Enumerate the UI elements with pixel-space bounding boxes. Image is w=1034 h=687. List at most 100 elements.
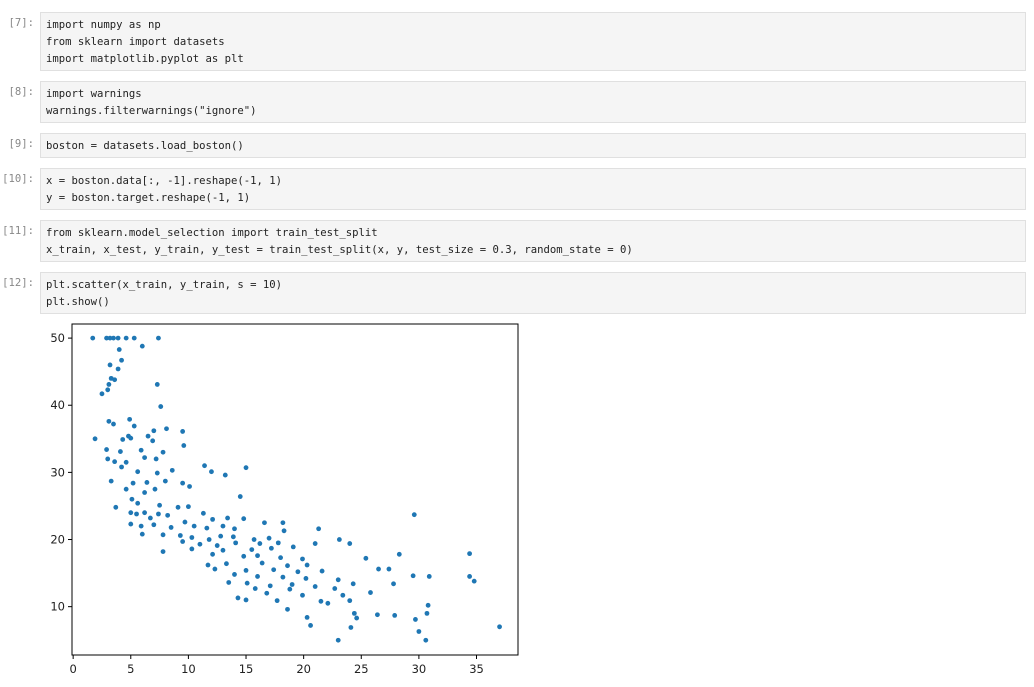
y-tick-label: 50 bbox=[50, 331, 65, 345]
point bbox=[351, 610, 357, 616]
point bbox=[368, 590, 373, 595]
point bbox=[241, 516, 247, 522]
point bbox=[160, 449, 166, 455]
y-tick-label: 40 bbox=[50, 398, 65, 412]
point bbox=[142, 490, 148, 495]
code-line: from sklearn import datasets bbox=[46, 36, 225, 48]
code-cell[interactable]: [9]: boston = datasets.load_boston() bbox=[0, 133, 1034, 158]
y-tick-label: 30 bbox=[50, 465, 65, 479]
point bbox=[142, 510, 148, 516]
point bbox=[218, 533, 224, 539]
point bbox=[165, 512, 171, 518]
code-cell[interactable]: [8]: import warnings warnings.filterwarnin… bbox=[0, 81, 1034, 123]
point bbox=[154, 382, 160, 387]
point bbox=[244, 580, 250, 586]
point bbox=[118, 449, 123, 454]
point bbox=[340, 592, 346, 598]
point bbox=[251, 537, 257, 542]
point bbox=[267, 583, 273, 589]
point bbox=[220, 547, 226, 553]
point bbox=[104, 447, 109, 452]
point bbox=[348, 625, 354, 630]
code-line: plt.show() bbox=[46, 296, 110, 308]
code-input[interactable]: boston = datasets.load_boston() bbox=[40, 133, 1026, 158]
point bbox=[354, 615, 360, 621]
point bbox=[135, 469, 141, 475]
point bbox=[243, 597, 249, 603]
code-line: import matplotlib.pyplot as plt bbox=[46, 53, 244, 65]
code-input[interactable]: import numpy as np from sklearn import da… bbox=[40, 12, 1026, 71]
point bbox=[147, 515, 153, 521]
point bbox=[131, 335, 137, 341]
point bbox=[268, 545, 274, 551]
prompt: [11]: bbox=[2, 225, 34, 237]
point bbox=[237, 494, 243, 499]
point bbox=[210, 516, 215, 522]
code-line: from sklearn.model_selection import trai… bbox=[46, 227, 378, 239]
point bbox=[134, 511, 139, 517]
prompt: [10]: bbox=[2, 173, 34, 185]
code-input[interactable]: x = boston.data[:, -1].reshape(-1, 1) y =… bbox=[40, 168, 1026, 210]
point bbox=[467, 551, 472, 557]
point bbox=[274, 598, 280, 604]
point bbox=[144, 480, 150, 485]
point bbox=[304, 562, 310, 568]
code-input[interactable]: plt.scatter(x_train, y_train, s = 10) plt… bbox=[40, 272, 1026, 314]
point bbox=[185, 504, 191, 510]
point bbox=[318, 598, 324, 604]
code-cell[interactable]: [7]: import numpy as np from sklearn impor… bbox=[0, 12, 1034, 71]
point bbox=[332, 586, 338, 591]
point bbox=[241, 553, 247, 559]
point bbox=[181, 443, 187, 448]
code-input[interactable]: import warnings warnings.filterwarnings("… bbox=[40, 81, 1026, 123]
point bbox=[212, 566, 218, 572]
point bbox=[312, 584, 318, 589]
chart: 0 5 10 15 20 25 30 35 10 20 30 40 50 bbox=[50, 323, 519, 676]
point bbox=[423, 637, 429, 643]
point bbox=[335, 637, 341, 643]
code-cell[interactable]: [12]: plt.scatter(x_train, y_train, s = 1… bbox=[0, 272, 1034, 314]
point bbox=[319, 568, 325, 574]
point bbox=[426, 574, 432, 579]
point bbox=[169, 467, 175, 473]
x-tick-label: 5 bbox=[127, 662, 134, 676]
point bbox=[156, 335, 161, 341]
code-cell[interactable]: [10]: x = boston.data[:, -1].reshape(-1, … bbox=[0, 168, 1034, 210]
code-cell[interactable]: [11]: from sklearn.model_selection import… bbox=[0, 220, 1034, 262]
code-line: plt.scatter(x_train, y_train, s = 10) bbox=[46, 279, 282, 291]
point bbox=[107, 362, 113, 368]
point bbox=[164, 426, 169, 432]
point bbox=[123, 486, 129, 492]
point bbox=[151, 522, 157, 528]
point bbox=[281, 528, 287, 534]
point bbox=[90, 335, 96, 341]
point bbox=[424, 610, 430, 616]
point bbox=[214, 543, 220, 548]
point bbox=[232, 572, 237, 577]
point bbox=[145, 433, 151, 439]
point bbox=[112, 459, 118, 465]
code-input[interactable]: from sklearn.model_selection import trai… bbox=[40, 220, 1026, 262]
point bbox=[224, 561, 229, 567]
point bbox=[152, 486, 158, 492]
point bbox=[130, 480, 136, 486]
point bbox=[135, 500, 141, 506]
point bbox=[187, 484, 192, 489]
point bbox=[177, 533, 183, 538]
point bbox=[275, 540, 281, 546]
point bbox=[222, 472, 228, 478]
point bbox=[127, 416, 133, 422]
code-line: x_train, x_test, y_train, y_test = train… bbox=[46, 244, 633, 256]
point bbox=[266, 535, 272, 541]
point bbox=[92, 436, 98, 442]
point bbox=[120, 437, 126, 442]
point bbox=[312, 541, 318, 546]
point bbox=[300, 556, 305, 562]
point bbox=[106, 382, 112, 387]
point bbox=[160, 549, 166, 555]
point bbox=[255, 574, 260, 579]
point bbox=[112, 377, 118, 383]
point bbox=[290, 544, 296, 550]
point bbox=[202, 463, 207, 469]
point bbox=[325, 600, 331, 606]
